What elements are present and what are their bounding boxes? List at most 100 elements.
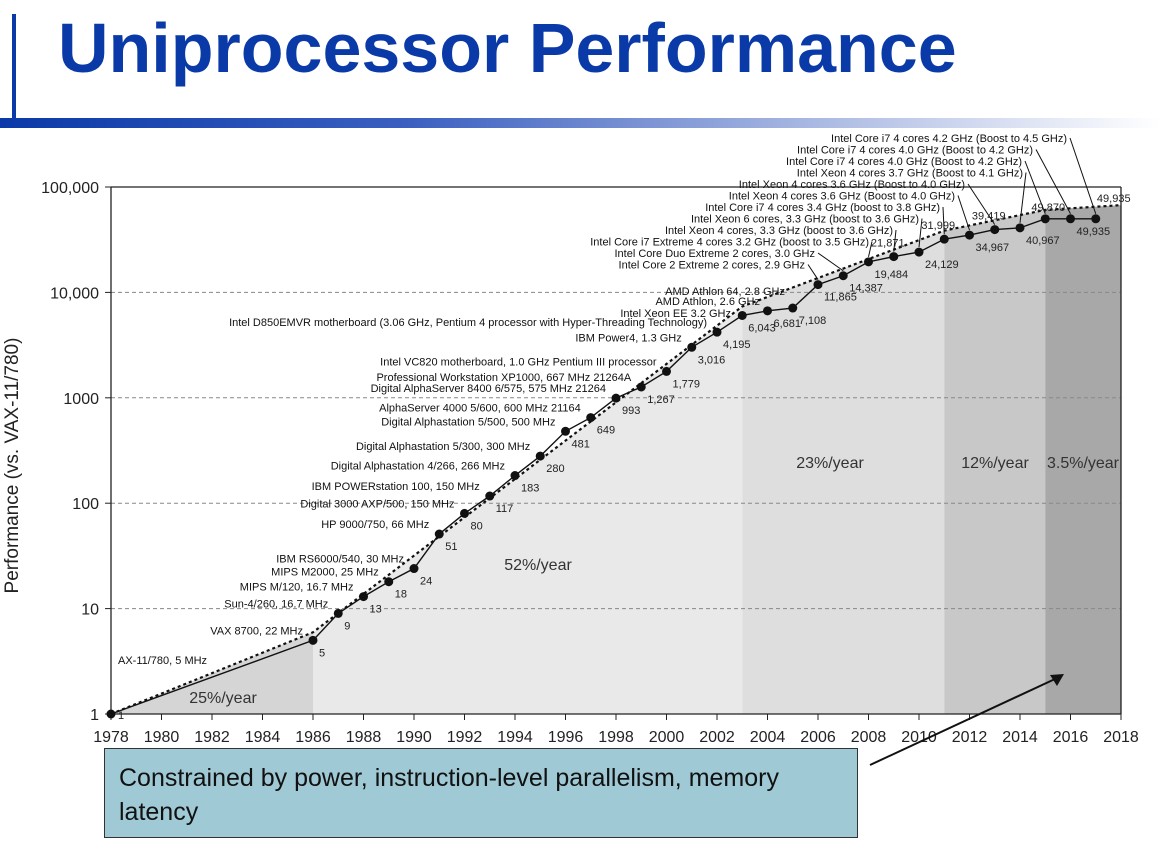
x-tick-label: 2012 [952, 729, 988, 746]
x-tick-label: 2014 [1002, 729, 1038, 746]
data-label: 49,870 [1031, 202, 1065, 214]
data-point [662, 366, 671, 376]
leader-line [1035, 149, 1071, 215]
callout-arrow-line [869, 678, 1056, 766]
data-point [914, 247, 924, 257]
leader-line [817, 252, 844, 272]
data-label: 19,484 [875, 269, 909, 281]
region-12year [944, 209, 1046, 714]
machine-name: IBM POWERstation 100, 150 MHz [312, 481, 480, 493]
leader-line [967, 183, 996, 225]
data-label: 11,865 [824, 292, 857, 304]
x-tick-label: 1998 [598, 729, 634, 746]
machine-name: AMD Athlon 64, 2.8 GHz [665, 286, 785, 298]
data-label: 51 [445, 541, 457, 553]
data-label: 49,935 [1077, 226, 1111, 238]
data-label: 13 [370, 604, 382, 616]
leader-line [807, 264, 819, 280]
data-point [409, 564, 419, 574]
machine-name: Intel Xeon EE 3.2 GHz [620, 308, 731, 320]
data-point [561, 426, 570, 436]
data-label: 24,129 [925, 259, 959, 271]
data-label: 6,681 [774, 318, 802, 330]
data-point [763, 306, 772, 316]
machine-name: Professional Workstation XP1000, 667 MHz… [376, 372, 631, 384]
data-point [485, 491, 495, 501]
machine-name: AMD Athlon, 2.6 GHz [655, 296, 760, 308]
x-tick-label: 1988 [346, 729, 382, 746]
data-label: 993 [622, 405, 640, 417]
data-label: 24 [420, 576, 432, 588]
title-accent-bar [12, 14, 16, 118]
region-label: 3.5%/year [1047, 455, 1120, 472]
machine-name: Intel Xeon 4 cores, 3.3 GHz (boost to 3.… [665, 225, 893, 237]
x-tick-label: 2016 [1053, 729, 1089, 746]
y-tick-label: 100 [72, 496, 99, 513]
leader-line [1024, 160, 1046, 215]
data-label: 183 [521, 483, 539, 495]
machine-name: Intel Core i7 4 cores 4.0 GHz (Boost to … [797, 145, 1033, 157]
x-tick-label: 1986 [295, 729, 331, 746]
x-tick-label: 2004 [750, 729, 786, 746]
machine-name: Digital 3000 AXP/500, 150 MHz [300, 498, 454, 510]
machine-name: Digital Alphastation 4/266, 266 MHz [331, 461, 505, 473]
data-label: 31,999 [921, 220, 955, 232]
data-point [687, 342, 697, 352]
data-label: 280 [546, 463, 564, 475]
data-point [1015, 223, 1025, 233]
data-point [308, 635, 318, 645]
data-point [384, 577, 394, 587]
leader-line [942, 206, 945, 235]
x-tick-label: 1990 [396, 729, 432, 746]
leader-line [1019, 172, 1027, 223]
data-point [535, 451, 545, 461]
constraint-callout: Constrained by power, instruction-level … [104, 748, 858, 838]
data-label: 14,387 [849, 283, 883, 295]
data-label: 3,016 [698, 354, 726, 366]
machine-name: Digital AlphaServer 8400 6/575, 575 MHz … [371, 383, 606, 395]
region-label: 23%/year [796, 455, 864, 472]
machine-name: MIPS M/120, 16.7 MHz [240, 582, 354, 594]
y-tick-label: 10,000 [50, 285, 99, 302]
region-3.5year [1045, 205, 1121, 714]
x-tick-label: 2008 [851, 729, 887, 746]
data-point [460, 508, 469, 518]
data-label: 34,967 [976, 242, 1010, 254]
data-label: 5 [319, 647, 325, 659]
y-tick-label: 10 [81, 602, 99, 619]
data-label: 1 [118, 710, 124, 722]
machine-name: IBM RS6000/540, 30 MHz [276, 554, 404, 566]
callout-arrow-head [1050, 674, 1064, 686]
machine-name: Intel Xeon 4 cores 3.6 GHz (Boost to 4.0… [739, 179, 965, 191]
data-point [838, 271, 848, 281]
y-axis-label: Performance (vs. VAX-11/780) [2, 338, 23, 594]
data-point [1066, 214, 1075, 224]
x-tick-label: 2006 [800, 729, 836, 746]
x-tick-label: 1996 [548, 729, 584, 746]
x-tick-label: 2000 [649, 729, 685, 746]
machine-name: Intel Core 2 Extreme 2 cores, 2.9 GHz [619, 260, 805, 272]
data-label: 4,195 [723, 339, 751, 351]
x-tick-label: 2018 [1103, 729, 1139, 746]
region-23year [742, 230, 945, 714]
data-point [864, 257, 873, 267]
machine-name: VAX 8700, 22 MHz [210, 625, 303, 637]
leader-line [918, 218, 923, 248]
data-point [611, 393, 621, 403]
machine-name: Intel Core Duo Extreme 2 cores, 3.0 GHz [614, 248, 815, 260]
x-tick-label: 1980 [144, 729, 180, 746]
data-label: 7,108 [799, 315, 827, 327]
machine-name: Intel Xeon 4 cores 3.7 GHz (Boost to 4.1… [797, 168, 1023, 180]
leader-line [957, 195, 970, 231]
data-label: 9 [344, 620, 350, 632]
data-point [939, 234, 949, 244]
machine-name: Intel Core i7 Extreme 4 cores 3.2 GHz (b… [590, 237, 869, 249]
data-label: 40,967 [1026, 235, 1060, 247]
data-point [737, 310, 747, 320]
x-tick-label: 1994 [497, 729, 533, 746]
data-point [889, 252, 899, 262]
leader-line [868, 241, 873, 257]
machine-name: AX-11/780, 5 MHz [118, 655, 207, 667]
machine-name: AlphaServer 4000 5/600, 600 MHz 21164 [379, 403, 581, 415]
